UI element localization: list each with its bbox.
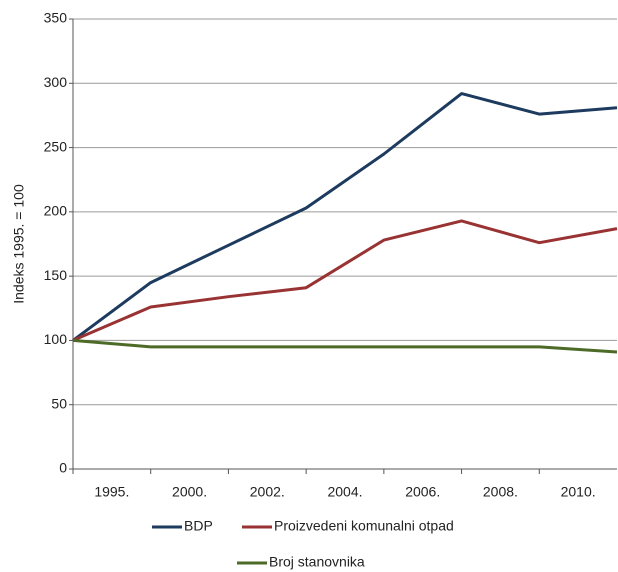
legend-label: Broj stanovnika <box>269 554 365 570</box>
legend-label: BDP <box>184 518 213 534</box>
y-tick-label: 150 <box>44 267 68 283</box>
x-tick-label: 2008. <box>483 484 518 500</box>
y-tick-label: 0 <box>59 460 67 476</box>
y-tick-label: 300 <box>44 74 68 90</box>
x-tick-label: 2002. <box>250 484 285 500</box>
y-axis-label: Indeks 1995. = 100 <box>11 184 27 304</box>
x-tick-label: 1995. <box>94 484 129 500</box>
series-line <box>72 92 618 342</box>
y-tick-label: 250 <box>44 138 68 154</box>
y-tick-label: 50 <box>51 395 67 411</box>
series-line <box>72 338 618 354</box>
x-tick-label: 2004. <box>327 484 362 500</box>
x-tick-label: 2006. <box>405 484 440 500</box>
series-line <box>72 219 618 342</box>
legend-label: Proizvedeni komunalni otpad <box>274 518 454 534</box>
x-tick-label: 2010. <box>561 484 596 500</box>
y-tick-label: 100 <box>44 331 68 347</box>
y-tick-label: 200 <box>44 203 68 219</box>
y-tick-label: 350 <box>44 10 68 26</box>
x-tick-label: 2000. <box>172 484 207 500</box>
